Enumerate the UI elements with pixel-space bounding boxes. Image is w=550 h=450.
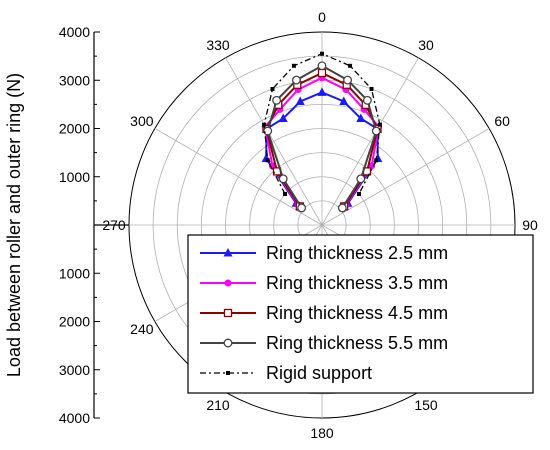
angular-tick-label: 90 [522,217,538,233]
data-point [374,158,379,163]
angular-tick-label: 300 [130,113,154,129]
data-point [317,68,327,78]
data-point [343,75,353,85]
data-point [297,203,307,213]
data-point [369,86,374,91]
data-point [265,158,270,163]
data-point [223,248,233,257]
series-3 [263,61,381,213]
legend-label: Ring thickness 2.5 mm [266,243,448,263]
data-point [337,203,347,213]
data-series [261,51,383,213]
radial-tick-label: 4000 [59,24,90,40]
legend-label: Ring thickness 3.5 mm [266,273,448,293]
radial-tick-label: 1000 [59,265,90,281]
data-point [317,61,327,71]
grid-spoke [321,57,419,226]
grid-spoke [154,128,323,226]
radial-tick-label: 4000 [59,410,90,426]
series-4 [262,51,382,196]
data-point [348,63,353,68]
angular-tick-label: 210 [206,397,230,413]
data-point [320,51,324,56]
data-point [278,113,288,122]
angular-tick-label: 180 [310,425,334,441]
data-point [223,338,233,348]
data-point [224,279,232,287]
radial-tick-label: 2000 [59,314,90,330]
y-axis-title: Load between roller and outer ring (N) [4,73,24,377]
grid-spoke [225,57,323,226]
data-point [291,63,296,68]
data-point [223,308,233,318]
angular-tick-label: 150 [414,397,438,413]
data-point [262,122,267,127]
radial-tick-label: 3000 [59,362,90,378]
data-point [371,126,381,136]
data-point [270,86,275,91]
data-point [295,96,305,105]
legend: Ring thickness 2.5 mm Ring thickness 3.5 … [187,234,534,394]
data-point [356,113,366,122]
legend-label: Rigid support [266,363,372,383]
data-point [317,87,327,96]
legend-label: Ring thickness 5.5 mm [266,333,448,353]
data-point [356,191,361,196]
angular-tick-label: 30 [418,37,434,53]
data-point [377,122,382,127]
radial-tick-label: 1000 [59,169,90,185]
radial-tick-label: 2000 [59,121,90,137]
data-point [362,95,372,105]
data-point [272,95,282,105]
data-point [291,75,301,85]
data-point [339,96,349,105]
data-point [263,126,273,136]
radial-axis: Load between roller and outer ring (N) 1… [4,24,129,426]
angular-tick-label: 60 [494,113,510,129]
angular-tick-label: 240 [130,321,154,337]
data-point [283,191,288,196]
grid-spoke [321,128,490,226]
angular-tick-label: 330 [206,37,230,53]
data-point [356,174,366,184]
radial-tick-label: 3000 [59,72,90,88]
data-point [226,371,230,375]
angular-tick-label: 0 [318,9,326,25]
data-point [278,174,288,184]
legend-label: Ring thickness 4.5 mm [266,303,448,323]
